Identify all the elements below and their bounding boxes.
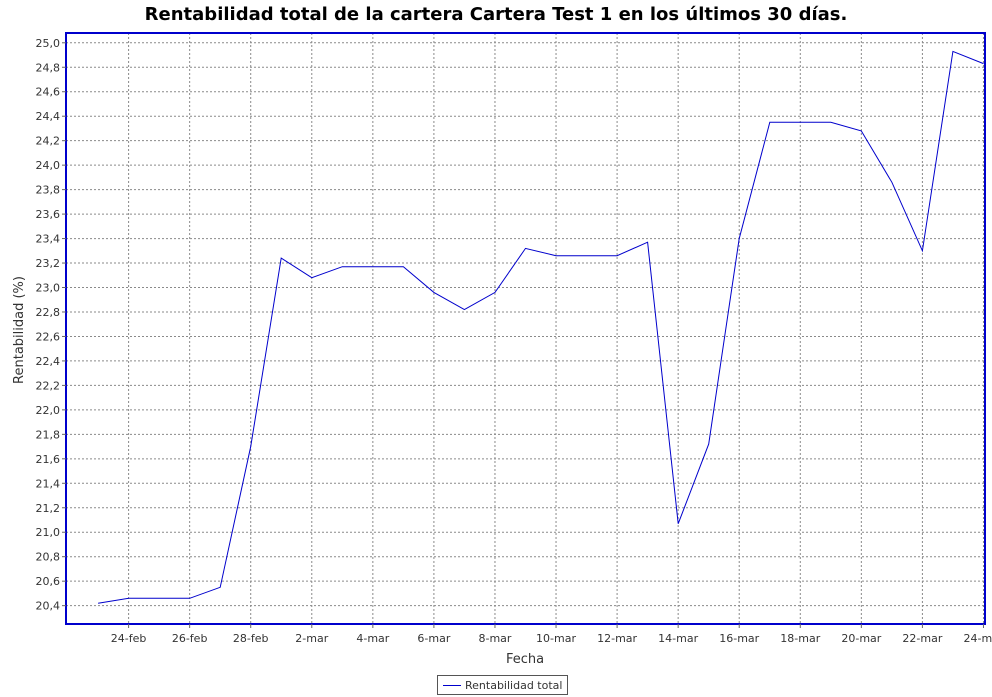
data-point bbox=[950, 48, 956, 54]
x-tick-label: 8-mar bbox=[478, 632, 511, 645]
data-point bbox=[339, 264, 345, 270]
x-axis: 24-feb 26-feb 28-feb 2-mar 4-mar 6-mar 8-mar 10… bbox=[111, 624, 992, 645]
x-tick-label: 10-mar bbox=[536, 632, 576, 645]
y-tick-label: 23,6 bbox=[36, 208, 61, 221]
x-tick-label: 12-mar bbox=[597, 632, 637, 645]
y-tick-label: 22,2 bbox=[36, 379, 61, 392]
chart-title: Rentabilidad total de la cartera Cartera… bbox=[144, 4, 848, 25]
y-tick-label: 24,2 bbox=[36, 135, 61, 148]
y-tick-label: 21,0 bbox=[36, 526, 61, 539]
y-axis-title: Rentabilidad (%) bbox=[12, 276, 27, 384]
y-tick-label: 24,6 bbox=[36, 86, 61, 99]
x-tick-label: 6-mar bbox=[417, 632, 450, 645]
y-axis: 20,4 20,6 20,8 21,0 21,2 21,4 21,6 21,8 22,0 22,2… bbox=[36, 37, 66, 613]
y-tick-label: 23,2 bbox=[36, 257, 61, 270]
y-tick-label: 22,0 bbox=[36, 404, 61, 417]
data-point bbox=[767, 119, 773, 125]
legend-swatch bbox=[443, 684, 461, 686]
y-tick-label: 20,8 bbox=[36, 551, 61, 564]
x-tick-label: 14-mar bbox=[658, 632, 698, 645]
data-point bbox=[889, 179, 895, 185]
data-point bbox=[523, 245, 529, 251]
x-tick-label: 28-feb bbox=[233, 632, 269, 645]
data-point bbox=[217, 584, 223, 590]
y-tick-label: 23,8 bbox=[36, 184, 61, 197]
y-tick-label: 21,4 bbox=[36, 477, 61, 490]
data-point bbox=[736, 236, 742, 242]
x-tick-label: 18-mar bbox=[780, 632, 820, 645]
data-point bbox=[400, 264, 406, 270]
data-point bbox=[858, 128, 864, 134]
legend: Rentabilidad total bbox=[437, 675, 569, 695]
data-point bbox=[126, 595, 132, 601]
x-tick-label: 26-feb bbox=[172, 632, 208, 645]
data-point bbox=[95, 600, 101, 606]
y-tick-label: 22,6 bbox=[36, 330, 61, 343]
y-tick-label: 20,4 bbox=[36, 600, 61, 613]
x-tick-label: 4-mar bbox=[356, 632, 389, 645]
data-point bbox=[278, 255, 284, 261]
y-tick-label: 21,8 bbox=[36, 428, 61, 441]
data-point bbox=[461, 307, 467, 313]
data-point bbox=[675, 521, 681, 527]
data-point bbox=[614, 253, 620, 259]
grid bbox=[66, 33, 985, 624]
y-tick-label: 21,6 bbox=[36, 453, 61, 466]
data-point bbox=[645, 239, 651, 245]
data-point bbox=[431, 289, 437, 295]
data-point bbox=[584, 253, 590, 259]
data-point bbox=[828, 119, 834, 125]
y-tick-label: 20,6 bbox=[36, 575, 61, 588]
data-point bbox=[187, 595, 193, 601]
y-tick-label: 22,8 bbox=[36, 306, 61, 319]
y-tick-label: 21,2 bbox=[36, 502, 61, 515]
x-tick-label: 24-mar bbox=[963, 632, 992, 645]
x-tick-label: 24-feb bbox=[111, 632, 147, 645]
data-point bbox=[156, 595, 162, 601]
data-point bbox=[248, 444, 254, 450]
x-tick-label: 2-mar bbox=[295, 632, 328, 645]
data-point bbox=[919, 248, 925, 254]
x-tick-label: 16-mar bbox=[719, 632, 759, 645]
y-tick-label: 24,0 bbox=[36, 159, 61, 172]
y-tick-label: 24,8 bbox=[36, 61, 61, 74]
y-tick-label: 25,0 bbox=[36, 37, 61, 50]
legend-label: Rentabilidad total bbox=[465, 678, 563, 692]
x-tick-label: 22-mar bbox=[902, 632, 942, 645]
data-point bbox=[309, 275, 315, 281]
x-tick-label: 20-mar bbox=[841, 632, 881, 645]
data-point bbox=[492, 289, 498, 295]
series-line bbox=[98, 50, 984, 604]
data-point bbox=[797, 119, 803, 125]
y-tick-label: 24,4 bbox=[36, 110, 61, 123]
plot-border bbox=[65, 32, 986, 625]
y-tick-label: 23,0 bbox=[36, 282, 61, 295]
y-tick-label: 22,4 bbox=[36, 355, 61, 368]
plot-background bbox=[66, 33, 985, 624]
data-point bbox=[553, 253, 559, 259]
series-layer bbox=[95, 48, 984, 606]
y-tick-label: 23,4 bbox=[36, 233, 61, 246]
data-point bbox=[706, 441, 712, 447]
data-point bbox=[370, 264, 376, 270]
x-axis-title: Fecha bbox=[506, 652, 544, 667]
